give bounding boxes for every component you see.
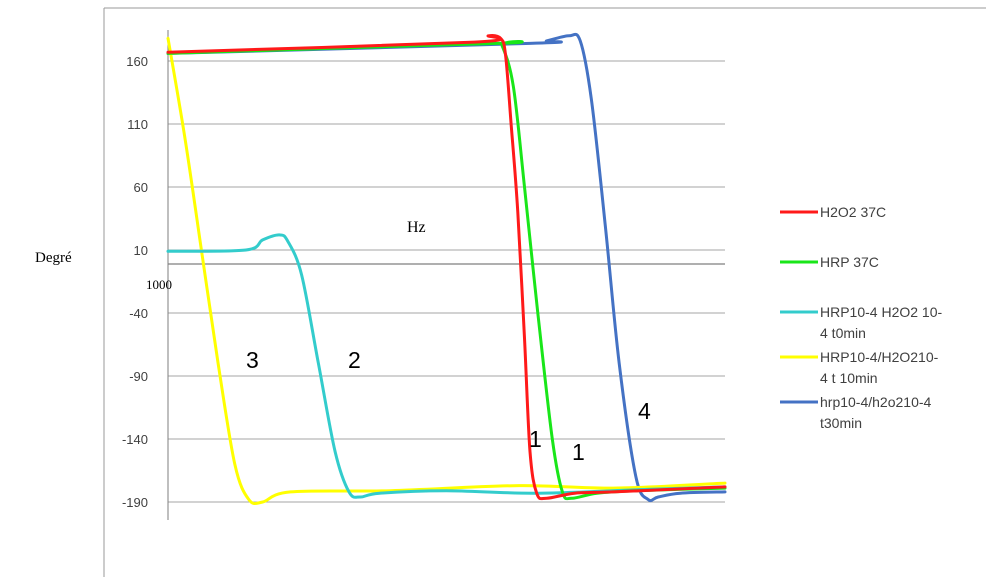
series-line-3 (166, 233, 727, 499)
y-tick-label: 10 (134, 243, 148, 258)
series-line-2 (166, 39, 727, 501)
y-tick-label: 60 (134, 180, 148, 195)
x-axis-start-label: 1000 (146, 277, 172, 292)
series-line-1 (166, 34, 727, 501)
grid (168, 60, 725, 503)
y-tick-label: -140 (122, 432, 148, 447)
legend-label-5: hrp10-4/h2o210-4 t30min (820, 394, 932, 431)
annotation-1a: 1 (529, 426, 542, 452)
y-tick-label: 110 (127, 117, 148, 132)
series-group (166, 32, 727, 506)
y-tick-label: -190 (122, 495, 148, 510)
y-tick-label: -90 (129, 369, 148, 384)
annotation-3: 3 (246, 347, 259, 373)
y-tick-label: 160 (126, 54, 148, 69)
annotation-1b: 1 (572, 439, 585, 465)
series-line-5 (166, 32, 727, 503)
legend-label-2: HRP 37C (820, 254, 879, 270)
y-axis-label: Degré (35, 250, 72, 266)
legend-label-1: H2O2 37C (820, 204, 886, 220)
x-unit-label: Hz (407, 219, 426, 236)
legend-label-3: HRP10-4 H2O2 10-4 t0min (820, 304, 943, 341)
annotation-2: 2 (348, 347, 361, 373)
annotation-4: 4 (638, 398, 651, 424)
y-tick-label: -40 (129, 306, 148, 321)
y-axis-tick-labels: 160 110 60 10 -40 -90 -140 -190 (122, 54, 148, 510)
series-line-4 (166, 36, 727, 506)
legend-label-4: HRP10-4/H2O210-4 t 10min (820, 349, 939, 386)
legend: H2O2 37C HRP 37C HRP10-4 H2O2 10-4 t0min HR… (780, 204, 943, 431)
